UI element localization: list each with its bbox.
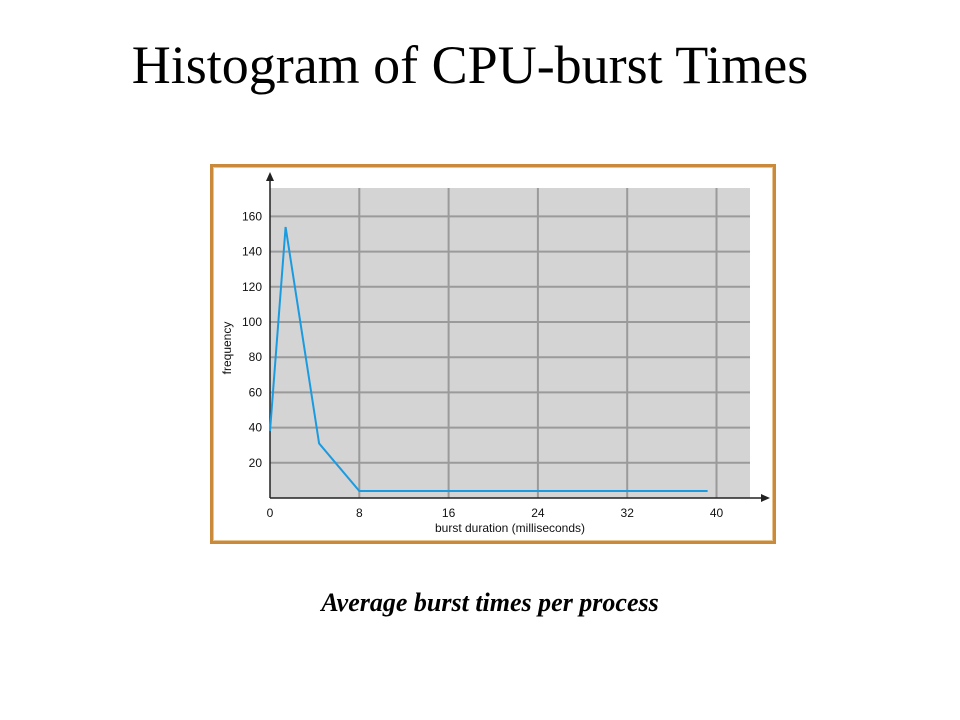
plot-area xyxy=(270,188,750,498)
x-tick-label: 8 xyxy=(356,506,363,520)
x-tick-label: 0 xyxy=(267,506,274,520)
y-tick-label: 100 xyxy=(242,315,262,329)
y-tick-label: 60 xyxy=(249,385,263,399)
chart-frame: 0 8 16 24 32 40 20 40 60 80 100 120 140 160 burst dur… xyxy=(210,164,776,544)
x-tick-label: 24 xyxy=(531,506,545,520)
grid-lines xyxy=(270,188,750,498)
y-axis-arrow xyxy=(266,172,274,181)
y-tick-label: 140 xyxy=(242,245,262,259)
x-tick-label: 32 xyxy=(621,506,635,520)
y-axis-label: frequency xyxy=(220,322,234,375)
x-tick-label: 16 xyxy=(442,506,456,520)
slide-title: Histogram of CPU-burst Times xyxy=(131,35,809,95)
x-axis-arrow xyxy=(761,494,770,502)
histogram-chart: 0 8 16 24 32 40 20 40 60 80 100 120 140 160 burst dur… xyxy=(220,172,770,535)
y-tick-label: 120 xyxy=(242,280,262,294)
x-axis-label: burst duration (milliseconds) xyxy=(435,521,585,535)
y-tick-label: 80 xyxy=(249,350,263,364)
x-tick-label: 40 xyxy=(710,506,724,520)
y-tick-label: 40 xyxy=(249,421,263,435)
y-tick-label: 20 xyxy=(249,456,263,470)
tick-labels: 0 8 16 24 32 40 20 40 60 80 100 120 140 160 xyxy=(242,209,724,520)
axes xyxy=(266,172,770,502)
y-tick-label: 160 xyxy=(242,209,262,223)
series-line xyxy=(269,226,708,492)
figure-caption: Average burst times per process xyxy=(321,588,659,617)
